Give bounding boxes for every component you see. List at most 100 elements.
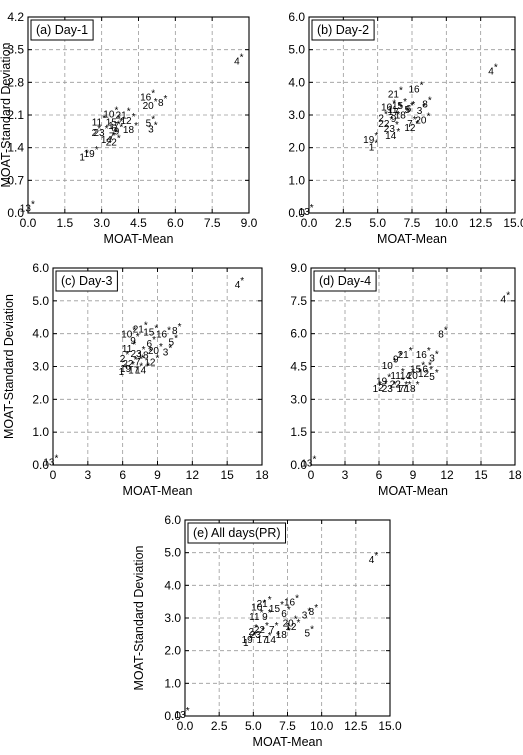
x-axis-label: MOAT-Mean bbox=[378, 484, 448, 498]
data-point-marker: * bbox=[398, 101, 402, 112]
data-point-marker: * bbox=[506, 290, 510, 301]
y-tick-label: 4.0 bbox=[32, 327, 49, 341]
data-point-label: 22 bbox=[122, 359, 134, 370]
data-point-label: 18 bbox=[137, 351, 149, 362]
data-point-marker: * bbox=[418, 367, 422, 378]
data-point-label: 4 bbox=[235, 280, 241, 291]
x-tick-label: 7.5 bbox=[204, 216, 221, 230]
x-tick-label: 6 bbox=[376, 468, 383, 482]
data-point-label: 19 bbox=[363, 135, 375, 146]
data-point-label: 18 bbox=[123, 125, 135, 136]
data-point-marker: * bbox=[265, 621, 269, 632]
y-tick-label: 3.0 bbox=[288, 108, 305, 122]
x-axis-label: MOAT-Mean bbox=[253, 735, 323, 749]
x-tick-label: 12.5 bbox=[469, 216, 493, 230]
data-point-label: 20 bbox=[143, 101, 155, 112]
data-point-marker: * bbox=[151, 115, 155, 126]
data-point-label: 11 bbox=[92, 118, 103, 129]
data-point-marker: * bbox=[404, 380, 408, 391]
data-point-label: 4 bbox=[501, 294, 507, 305]
data-point-marker: * bbox=[136, 332, 140, 343]
data-point-label: 6 bbox=[422, 364, 428, 375]
data-point-label: 21 bbox=[116, 110, 128, 121]
x-tick-label: 15 bbox=[220, 468, 234, 482]
data-point-marker: * bbox=[131, 360, 135, 371]
x-axis-label: MOAT-Mean bbox=[377, 232, 447, 246]
data-point-label: 20 bbox=[148, 346, 160, 357]
data-point-marker: * bbox=[416, 380, 420, 391]
data-point-label: 22 bbox=[378, 119, 390, 130]
panel-title-box bbox=[187, 522, 287, 544]
data-point-label: 22 bbox=[390, 380, 402, 391]
data-point-marker: * bbox=[134, 121, 138, 132]
x-tick-label: 9 bbox=[154, 468, 161, 482]
data-point-label: 17 bbox=[388, 107, 400, 118]
data-point-label: 10 bbox=[381, 103, 393, 114]
data-point-label: 5 bbox=[169, 338, 175, 349]
data-point-marker: * bbox=[156, 353, 160, 364]
data-point-label: 9 bbox=[391, 114, 397, 125]
data-point-label: 15 bbox=[392, 101, 404, 112]
y-tick-label: 4.0 bbox=[164, 578, 181, 592]
data-point-label: 6 bbox=[406, 104, 412, 115]
data-point-label: 15 bbox=[410, 364, 422, 375]
y-tick-label: 2.0 bbox=[32, 392, 49, 406]
data-point-label: 18 bbox=[395, 111, 407, 122]
data-point-label: 23 bbox=[384, 124, 396, 135]
data-point-label: 20 bbox=[283, 619, 295, 630]
data-point-marker: * bbox=[389, 115, 393, 126]
data-point-label: 3 bbox=[429, 353, 435, 364]
data-point-marker: * bbox=[416, 119, 420, 130]
data-point-marker: * bbox=[422, 102, 426, 113]
data-point-label: 13 bbox=[43, 457, 55, 468]
x-tick-label: 3 bbox=[84, 468, 91, 482]
data-point-label: 16 bbox=[156, 329, 168, 340]
x-tick-label: 10.0 bbox=[435, 216, 459, 230]
x-tick-label: 3.0 bbox=[93, 216, 110, 230]
panel-title: (b) Day-2 bbox=[317, 23, 369, 37]
x-tick-label: 2.5 bbox=[211, 719, 228, 733]
data-point-marker: * bbox=[105, 124, 109, 135]
data-point-label: 4 bbox=[234, 57, 240, 68]
data-point-label: 1 bbox=[79, 152, 85, 163]
data-point-label: 13 bbox=[175, 710, 187, 721]
y-axis-label: MOAT-Standard Deviation bbox=[2, 294, 16, 439]
y-tick-label: 0.0 bbox=[164, 709, 181, 723]
data-point-label: 15 bbox=[106, 118, 118, 129]
data-point-label: 8 bbox=[422, 99, 428, 110]
y-tick-label: 5.0 bbox=[288, 43, 305, 57]
data-point-marker: * bbox=[268, 631, 272, 642]
data-point-label: 7 bbox=[269, 625, 275, 636]
data-point-marker: * bbox=[117, 114, 121, 125]
data-point-label: 17 bbox=[257, 635, 269, 646]
data-point-label: 16 bbox=[140, 93, 152, 104]
data-point-marker: * bbox=[144, 320, 148, 331]
x-tick-label: 4.5 bbox=[130, 216, 147, 230]
data-point-marker: * bbox=[178, 322, 182, 333]
data-point-marker: * bbox=[114, 105, 118, 116]
x-tick-label: 2.5 bbox=[335, 216, 352, 230]
x-axis-label: MOAT-Mean bbox=[104, 232, 174, 246]
data-point-label: 1 bbox=[243, 638, 249, 649]
data-point-marker: * bbox=[102, 114, 106, 125]
y-tick-label: 0.7 bbox=[7, 173, 24, 187]
data-point-label: 23 bbox=[382, 384, 394, 395]
y-axis-label: MOAT-Standard Deviation bbox=[132, 545, 146, 690]
data-point-marker: * bbox=[494, 63, 498, 74]
data-point-label: 2 bbox=[378, 113, 384, 124]
panel-4: 0.0 2.5 5.0 7.5 10.0 12.5 15.00.01.02.03.04.05… bbox=[132, 513, 402, 749]
data-point-label: 8 bbox=[172, 326, 178, 337]
data-point-label: 2 bbox=[120, 354, 126, 365]
data-point-marker: * bbox=[310, 624, 314, 635]
data-point-label: 14 bbox=[101, 135, 113, 146]
x-tick-label: 6 bbox=[119, 468, 126, 482]
y-tick-label: 6.0 bbox=[288, 10, 305, 24]
data-point-label: 12 bbox=[144, 357, 156, 368]
data-point-label: 9 bbox=[114, 127, 120, 138]
data-point-label: 14 bbox=[400, 371, 412, 382]
data-point-marker: * bbox=[117, 133, 121, 144]
data-point-marker: * bbox=[429, 365, 433, 376]
data-point-marker: * bbox=[249, 634, 253, 645]
data-point-marker: * bbox=[119, 123, 123, 134]
x-tick-label: 15.0 bbox=[503, 216, 523, 230]
